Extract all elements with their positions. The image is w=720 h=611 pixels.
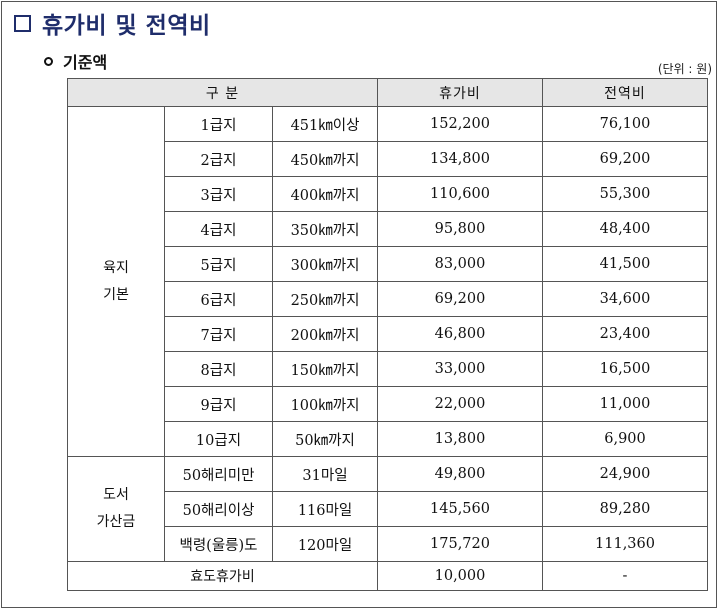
vacation-cell: 46,800 [377,316,543,352]
vacation-cell: 145,560 [377,491,543,527]
distance-cell: 300㎞까지 [272,246,378,282]
mainland-group-label: 육지 기본 [67,106,165,457]
distance-cell: 350㎞까지 [272,211,378,247]
grade-cell: 10급지 [164,421,273,457]
discharge-cell: - [542,561,708,591]
vacation-cell: 69,200 [377,281,543,317]
grade-cell: 7급지 [164,316,273,352]
vacation-cell: 134,800 [377,141,543,177]
table-row: 9급지 100㎞까지 22,000 11,000 [68,386,708,422]
vacation-cell: 33,000 [377,351,543,387]
vacation-cell: 95,800 [377,211,543,247]
distance-cell: 450㎞까지 [272,141,378,177]
table-row: 50해리이상 116마일 145,560 89,280 [68,491,708,527]
grade-cell: 6급지 [164,281,273,317]
table-row: 3급지 400㎞까지 110,600 55,300 [68,176,708,212]
unit-note: (단위 : 원) [657,62,712,76]
sub-heading: 기준액 [44,49,107,73]
filial-label: 효도휴가비 [67,561,378,591]
distance-cell: 200㎞까지 [272,316,378,352]
grade-cell: 4급지 [164,211,273,247]
header-category: 구 분 [67,78,378,107]
table-row: 백령(울릉)도 120마일 175,720 111,360 [68,526,708,562]
table-row: 7급지 200㎞까지 46,800 23,400 [68,316,708,352]
vacation-cell: 83,000 [377,246,543,282]
checkbox-square-icon [14,14,31,32]
discharge-cell: 76,100 [542,106,708,142]
discharge-cell: 48,400 [542,211,708,247]
table-row: 10급지 50㎞까지 13,800 6,900 [68,421,708,457]
vacation-cell: 10,000 [377,561,543,591]
discharge-cell: 55,300 [542,176,708,212]
discharge-cell: 69,200 [542,141,708,177]
distance-cell: 50㎞까지 [272,421,378,457]
grade-cell: 9급지 [164,386,273,422]
header-row: 구 분 휴가비 전역비 [67,78,708,107]
table-row: 2급지 450㎞까지 134,800 69,200 [68,141,708,177]
table-row: 5급지 300㎞까지 83,000 41,500 [68,246,708,282]
rates-table: 구 분 휴가비 전역비 육지 기본 1급지 451㎞이상 152,200 76,100 2… [67,78,708,591]
vacation-cell: 22,000 [377,386,543,422]
discharge-cell: 111,360 [542,526,708,562]
sub-heading-text: 기준액 [63,53,108,72]
header-vacation: 휴가비 [377,78,543,107]
distance-cell: 250㎞까지 [272,281,378,317]
header-discharge: 전역비 [542,78,708,107]
grade-cell: 5급지 [164,246,273,282]
grade-cell: 2급지 [164,141,273,177]
discharge-cell: 24,900 [542,456,708,492]
distance-cell: 31마일 [272,456,378,492]
grade-cell: 3급지 [164,176,273,212]
table-row: 도서 가산금 50해리미만 31마일 49,800 24,900 [67,456,708,562]
discharge-cell: 16,500 [542,351,708,387]
discharge-cell: 6,900 [542,421,708,457]
table-row-filial: 효도휴가비 10,000- [67,561,708,591]
distance-cell: 400㎞까지 [272,176,378,212]
distance-cell: 116마일 [272,491,378,527]
distance-cell: 451㎞이상 [272,106,378,142]
grade-cell: 50해리미만 [164,456,273,492]
discharge-cell: 11,000 [542,386,708,422]
distance-cell: 150㎞까지 [272,351,378,387]
vacation-cell: 175,720 [377,526,543,562]
island-group-label: 도서 가산금 [67,456,165,562]
distance-cell: 100㎞까지 [272,386,378,422]
vacation-cell: 152,200 [377,106,543,142]
distance-cell: 120마일 [272,526,378,562]
grade-cell: 50해리이상 [164,491,273,527]
discharge-cell: 34,600 [542,281,708,317]
grade-cell: 1급지 [164,106,273,142]
section-title: 휴가비 및 전역비 [14,6,211,40]
vacation-cell: 110,600 [377,176,543,212]
vacation-cell: 49,800 [377,456,543,492]
discharge-cell: 89,280 [542,491,708,527]
grade-cell: 백령(울릉)도 [164,526,273,562]
table-row: 6급지 250㎞까지 69,200 34,600 [68,281,708,317]
discharge-cell: 23,400 [542,316,708,352]
table-row: 8급지 150㎞까지 33,000 16,500 [68,351,708,387]
grade-cell: 8급지 [164,351,273,387]
vacation-cell: 13,800 [377,421,543,457]
section-title-text: 휴가비 및 전역비 [42,13,211,39]
table-row: 육지 기본 1급지 451㎞이상 152,200 76,100 [67,106,708,457]
discharge-cell: 41,500 [542,246,708,282]
circle-bullet-icon [44,56,53,66]
